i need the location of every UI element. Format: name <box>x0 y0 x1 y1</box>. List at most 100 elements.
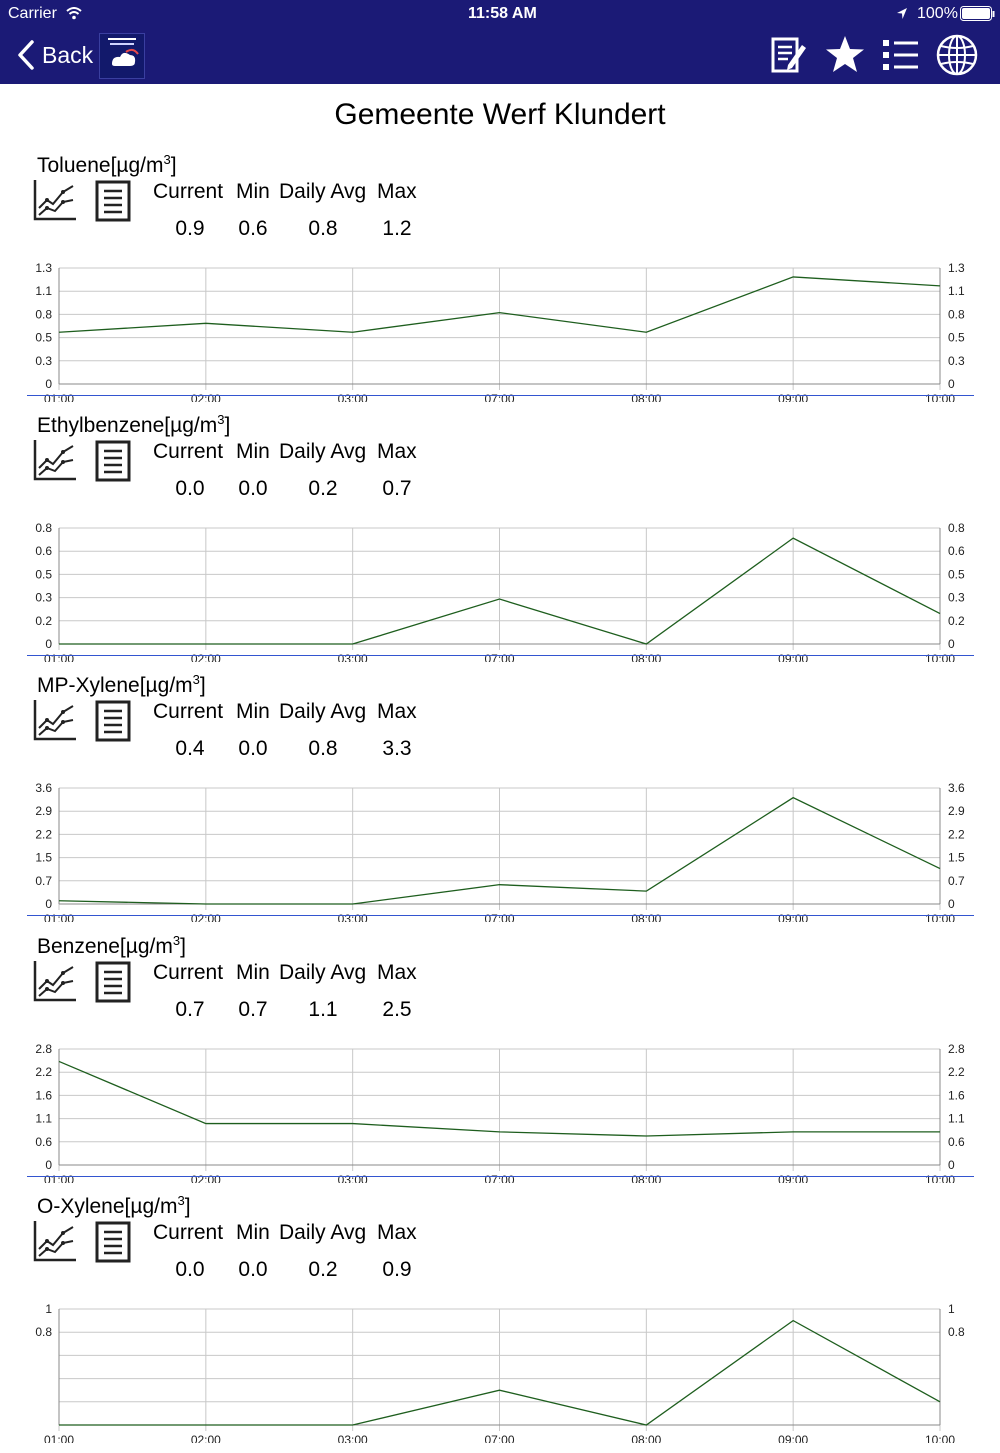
min-header: Min <box>236 180 270 203</box>
current-value: 0.4 <box>175 737 205 760</box>
x-tick-label: 07:00 <box>484 392 514 402</box>
y-tick-label-right: 0 <box>948 637 955 651</box>
unit-superscript: 3 <box>172 933 181 948</box>
current-value: 0.9 <box>175 217 205 240</box>
max-value: 0.9 <box>382 1258 412 1281</box>
y-tick-label-left: 0.5 <box>35 331 52 345</box>
min-value: 0.0 <box>238 1258 268 1281</box>
battery-percent: 100% <box>917 5 958 22</box>
x-tick-label: 08:00 <box>631 652 661 662</box>
x-tick-label: 03:00 <box>338 392 368 402</box>
max-header: Max <box>377 700 417 723</box>
location-arrow-icon <box>897 8 907 19</box>
min-header: Min <box>236 440 270 463</box>
daily-avg-header: Daily Avg <box>279 180 367 203</box>
y-tick-label-right: 0 <box>948 897 955 911</box>
pollutant-name: Ethylbenzene <box>37 414 165 437</box>
daily-avg-header: Daily Avg <box>279 961 367 984</box>
y-tick-label-right: 0.6 <box>948 1135 965 1149</box>
star-icon[interactable] <box>824 33 866 77</box>
y-tick-label-left: 3.6 <box>35 781 52 795</box>
x-tick-label: 08:00 <box>631 392 661 402</box>
list-icon[interactable] <box>880 33 922 77</box>
max-value: 2.5 <box>382 998 412 1021</box>
y-tick-label-left: 0.6 <box>35 1135 52 1149</box>
pollutant-title: Benzene[µg/m3] <box>37 933 186 959</box>
document-list-icon[interactable] <box>95 180 131 222</box>
pollutant-unit: [µg/m <box>139 674 193 697</box>
document-list-icon[interactable] <box>95 1221 131 1263</box>
min-header: Min <box>236 700 270 723</box>
daily-avg-value: 0.2 <box>308 477 338 500</box>
back-button[interactable]: Back <box>14 38 93 72</box>
y-tick-label-left: 0.2 <box>35 614 52 628</box>
y-tick-label-right: 2.2 <box>948 827 965 841</box>
y-tick-label-right: 0.7 <box>948 874 965 888</box>
y-tick-label-left: 1.1 <box>35 284 52 298</box>
y-tick-label-right: 1.3 <box>948 261 965 275</box>
y-tick-label-left: 1.3 <box>35 261 52 275</box>
unit-bracket: ] <box>170 154 177 177</box>
max-header: Max <box>377 180 417 203</box>
x-tick-label: 09:00 <box>778 1433 808 1443</box>
y-tick-label-right: 0.8 <box>948 307 965 321</box>
max-header: Max <box>377 440 417 463</box>
x-tick-label: 02:00 <box>191 652 221 662</box>
daily-avg-header: Daily Avg <box>279 700 367 723</box>
pollutant-title: O-Xylene[µg/m3] <box>37 1193 191 1219</box>
document-list-icon[interactable] <box>95 440 131 482</box>
y-tick-label-left: 2.9 <box>35 804 52 818</box>
document-list-icon[interactable] <box>95 700 131 742</box>
y-tick-label-right: 1.1 <box>948 1112 965 1126</box>
pollutant-unit: [µg/m <box>110 154 164 177</box>
x-tick-label: 10:00 <box>925 912 955 922</box>
globe-icon[interactable] <box>936 33 978 77</box>
series-line <box>58 276 941 333</box>
y-tick-label-right: 0.5 <box>948 331 965 345</box>
back-label: Back <box>42 41 94 68</box>
min-value: 0.0 <box>238 477 268 500</box>
unit-superscript: 3 <box>163 152 171 167</box>
section-separator <box>27 655 974 656</box>
line-chart-icon[interactable] <box>33 1219 77 1263</box>
daily-avg-header: Daily Avg <box>279 1221 367 1244</box>
x-tick-label: 03:00 <box>338 1433 368 1443</box>
y-tick-label-left: 2.2 <box>35 1065 52 1079</box>
pollutant-name: Benzene <box>37 935 120 958</box>
x-tick-label: 10:00 <box>925 392 955 402</box>
x-tick-label: 02:00 <box>191 912 221 922</box>
section-separator <box>27 915 974 916</box>
y-tick-label-right: 3.6 <box>948 781 965 795</box>
y-tick-label-left: 0.8 <box>35 307 52 321</box>
y-tick-label-right: 0 <box>948 377 955 391</box>
x-tick-label: 10:00 <box>925 1433 955 1443</box>
wifi-icon <box>66 7 82 20</box>
min-header: Min <box>236 1221 270 1244</box>
navigation-bar: Back <box>0 28 1000 84</box>
x-tick-label: 02:00 <box>191 1173 221 1183</box>
y-tick-label-right: 0.3 <box>948 354 965 368</box>
pollutant-name: Toluene <box>37 154 111 177</box>
line-chart-icon[interactable] <box>33 698 77 742</box>
y-tick-label-right: 1.5 <box>948 851 965 865</box>
x-tick-label: 01:00 <box>44 1433 74 1443</box>
x-tick-label: 01:00 <box>44 912 74 922</box>
x-tick-label: 07:00 <box>484 912 514 922</box>
current-value: 0.7 <box>175 998 205 1021</box>
y-tick-label-right: 2.9 <box>948 804 965 818</box>
min-header: Min <box>236 961 270 984</box>
line-chart-icon[interactable] <box>33 959 77 1003</box>
pollutant-unit: [µg/m <box>124 1195 178 1218</box>
y-tick-label-right: 0 <box>948 1158 955 1172</box>
y-tick-label-right: 1.6 <box>948 1088 965 1102</box>
max-value: 3.3 <box>382 737 412 760</box>
y-tick-label-right: 0.8 <box>948 521 965 535</box>
edit-icon[interactable] <box>768 33 810 77</box>
document-list-icon[interactable] <box>95 961 131 1003</box>
carrier-label: Carrier <box>8 5 57 22</box>
x-tick-label: 09:00 <box>778 1173 808 1183</box>
y-tick-label-left: 2.2 <box>35 827 52 841</box>
y-tick-label-right: 1 <box>948 1302 955 1316</box>
line-chart-icon[interactable] <box>33 438 77 482</box>
line-chart-icon[interactable] <box>33 178 77 222</box>
